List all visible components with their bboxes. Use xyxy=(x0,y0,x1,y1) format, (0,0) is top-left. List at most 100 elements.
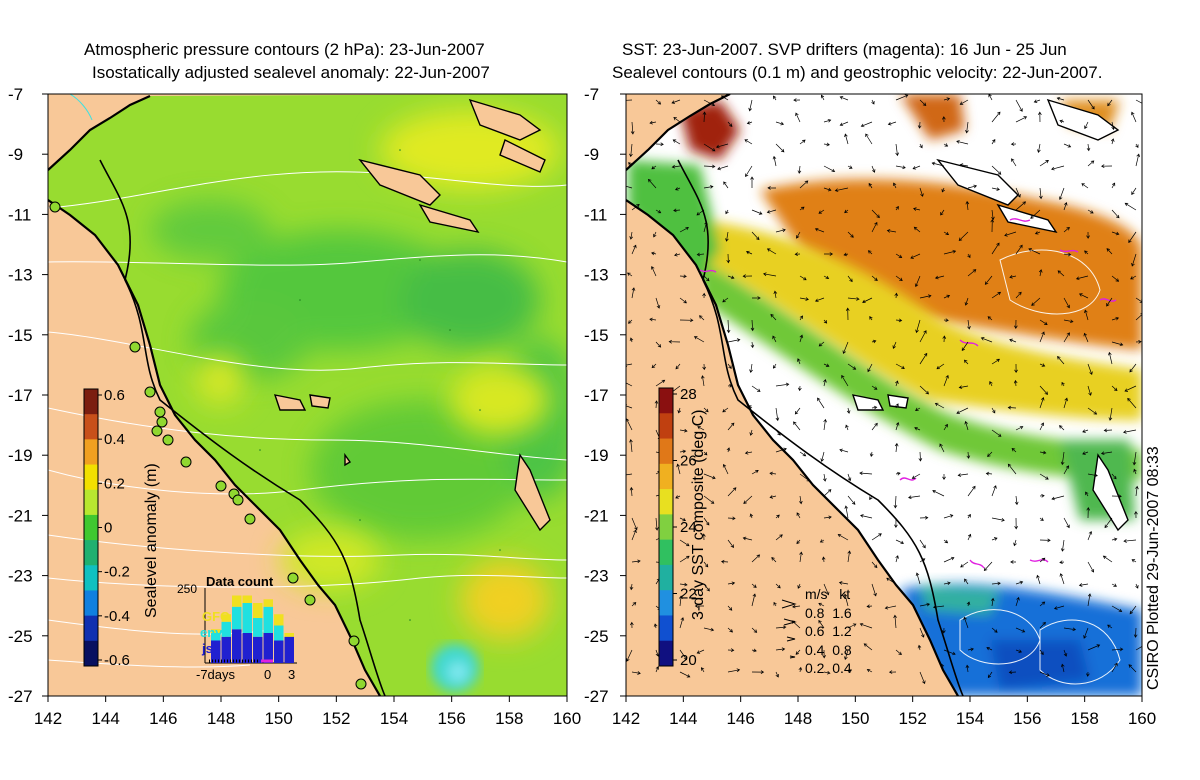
lon-tick-label: 144 xyxy=(669,709,697,728)
velocity-arrow xyxy=(703,185,714,189)
velocity-arrow xyxy=(1111,316,1120,321)
velocity-arrow xyxy=(844,649,849,660)
left-coastline xyxy=(48,199,381,696)
geostrophic-velocity-arrows xyxy=(626,94,1142,685)
velocity-arrow xyxy=(912,165,921,170)
velocity-arrow xyxy=(679,649,688,661)
velocity-arrow xyxy=(746,120,753,125)
velocity-arrow xyxy=(650,265,657,277)
velocity-arrow xyxy=(631,602,637,607)
velocity-arrow xyxy=(745,250,753,255)
left-anomaly-blob-3 xyxy=(310,400,530,540)
velocity-arrow xyxy=(722,463,729,475)
velocity-arrow xyxy=(859,622,873,629)
lat-tick-label: -9 xyxy=(584,145,599,164)
velocity-arrow xyxy=(772,335,777,343)
left-tide-gauges xyxy=(49,201,367,690)
velocity-arrow xyxy=(1129,605,1137,615)
velocity-arrow xyxy=(1085,491,1089,497)
velocity-arrow xyxy=(919,627,925,638)
velocity-arrow xyxy=(847,297,860,301)
velocity-legend-ms: 0.6 xyxy=(805,623,825,639)
velocity-arrow xyxy=(959,99,969,105)
velocity-arrow xyxy=(1111,647,1124,652)
velocity-arrow xyxy=(895,421,900,431)
right-png-land xyxy=(626,94,730,170)
velocity-arrow xyxy=(1107,624,1113,629)
velocity-arrow xyxy=(1039,671,1050,677)
velocity-arrow xyxy=(655,341,662,348)
velocity-arrow xyxy=(651,363,657,369)
velocity-arrow xyxy=(841,374,849,387)
left-anomaly-high-3 xyxy=(460,560,550,640)
velocity-arrow xyxy=(679,555,690,563)
lat-tick-label: -7 xyxy=(584,85,599,104)
velocity-arrow xyxy=(871,422,878,431)
left-colorbar-label: Sealevel anomaly (m) xyxy=(143,463,160,618)
velocity-arrow xyxy=(1087,363,1093,376)
velocity-arrow xyxy=(1009,275,1017,279)
right-colorbar-swatch xyxy=(659,489,673,515)
velocity-arrow xyxy=(991,291,1002,299)
velocity-arrow xyxy=(1130,275,1137,280)
velocity-arrow xyxy=(679,517,687,522)
velocity-arrow xyxy=(676,463,681,475)
velocity-arrow xyxy=(796,539,801,545)
velocity-arrow xyxy=(631,244,637,255)
velocity-arrow xyxy=(655,666,660,673)
velocity-arrow xyxy=(1011,158,1017,167)
lon-tick-label: 158 xyxy=(1070,709,1098,728)
velocity-arrow xyxy=(794,252,801,257)
velocity-arrow xyxy=(823,379,827,387)
velocity-arrow xyxy=(626,185,633,189)
velocity-arrow xyxy=(820,451,825,462)
velocity-arrow xyxy=(987,451,993,457)
lat-tick-label: -13 xyxy=(584,266,609,285)
inset-legend-jsn1: jsn1 xyxy=(202,641,229,656)
velocity-arrow xyxy=(797,385,802,392)
velocity-arrow xyxy=(823,418,827,431)
lat-tick-label: -11 xyxy=(584,205,607,224)
velocity-arrow xyxy=(749,429,754,436)
inset-xtick-zero: 0 xyxy=(264,667,272,682)
velocity-arrow xyxy=(726,447,731,453)
velocity-arrow xyxy=(965,121,969,134)
velocity-arrow xyxy=(818,341,825,347)
velocity-arrow xyxy=(628,162,633,167)
right-title-line1: SST: 23-Jun-2007. SVP drifters (magenta)… xyxy=(622,40,1067,59)
velocity-arrow xyxy=(886,229,897,233)
lon-tick-label: 154 xyxy=(956,709,984,728)
velocity-arrow xyxy=(793,98,801,102)
velocity-arrow xyxy=(847,165,853,169)
velocity-arrow xyxy=(775,121,785,126)
inset-bar-jsn1 xyxy=(242,633,252,663)
velocity-arrow xyxy=(943,649,956,656)
left-map xyxy=(48,94,567,696)
velocity-arrow xyxy=(796,231,801,239)
velocity-arrow xyxy=(679,617,685,629)
left-colorbar-swatch xyxy=(84,565,98,591)
velocity-arrow xyxy=(910,253,921,259)
velocity-arrow xyxy=(775,583,781,589)
velocity-arrow xyxy=(1135,339,1142,344)
velocity-arrow xyxy=(693,336,705,343)
velocity-arrow xyxy=(799,297,809,301)
velocity-arrow xyxy=(677,407,682,414)
lat-tick-label: -17 xyxy=(584,386,609,405)
velocity-arrow xyxy=(1014,363,1018,373)
velocity-arrow xyxy=(649,317,657,322)
velocity-arrow xyxy=(799,139,806,145)
velocity-arrow xyxy=(629,231,634,240)
velocity-arrow xyxy=(655,297,661,309)
velocity-arrow xyxy=(655,142,664,147)
velocity-arrow xyxy=(847,473,852,482)
velocity-arrow xyxy=(871,561,878,569)
velocity-legend-kt: 0.8 xyxy=(832,641,852,658)
velocity-arrow xyxy=(1061,381,1065,387)
velocity-arrow xyxy=(703,164,716,169)
velocity-arrow xyxy=(895,471,901,476)
velocity-arrow xyxy=(895,253,903,258)
velocity-arrow xyxy=(943,97,951,101)
velocity-arrow xyxy=(895,94,909,101)
velocity-arrow xyxy=(1013,539,1017,547)
